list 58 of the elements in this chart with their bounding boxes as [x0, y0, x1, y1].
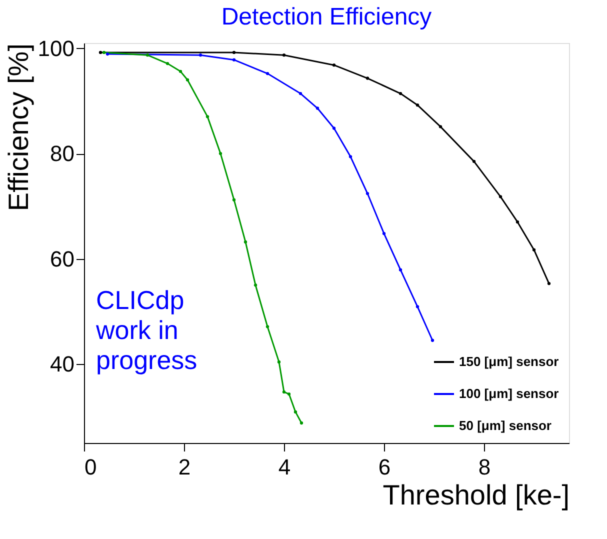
point [298, 92, 302, 96]
point [232, 50, 236, 54]
y-axis-title: Efficiency [%] [2, 44, 34, 212]
y-tick-label: 80 [50, 141, 74, 166]
point [106, 52, 110, 56]
point [166, 62, 170, 66]
point [416, 104, 420, 107]
point [198, 54, 202, 57]
point [232, 198, 236, 202]
x-axis-title: Threshold [ke-] [382, 480, 570, 510]
point [332, 64, 336, 67]
point [244, 240, 248, 244]
y-tick-label: 100 [38, 36, 74, 61]
point [366, 76, 370, 80]
point [430, 338, 434, 342]
legend-label: 150 [μm] sensor [459, 354, 559, 369]
point [348, 155, 352, 158]
x-tick-label: 8 [478, 454, 491, 480]
point [300, 421, 304, 425]
point [366, 192, 370, 196]
point [547, 282, 551, 286]
point [146, 54, 150, 57]
point [206, 115, 210, 118]
point [232, 58, 236, 62]
point [316, 106, 320, 110]
point [266, 72, 270, 76]
point [472, 160, 476, 163]
point [294, 410, 298, 414]
x-tick-label: 6 [378, 454, 391, 480]
legend-label: 100 [μm] sensor [459, 386, 559, 401]
y-tick-label: 40 [50, 352, 74, 377]
point [178, 70, 182, 73]
annotation: CLICdp work in progress [95, 285, 198, 375]
point [254, 284, 258, 287]
point [398, 268, 402, 272]
point [287, 392, 291, 396]
point [532, 248, 536, 252]
point [398, 92, 402, 96]
point [416, 305, 420, 308]
point [282, 390, 286, 394]
point [332, 126, 336, 130]
point [282, 54, 286, 57]
point [98, 50, 102, 54]
point [382, 232, 386, 236]
x-tick-label: 2 [178, 454, 191, 480]
point [516, 220, 520, 224]
point [266, 325, 270, 328]
chart-title: Detection Efficiency [221, 3, 432, 30]
point [186, 78, 190, 82]
x-tick-label: 0 [84, 454, 97, 480]
x-tick-label: 4 [278, 454, 291, 480]
point [277, 360, 281, 364]
point [438, 125, 442, 128]
point [218, 152, 222, 156]
point [498, 195, 502, 198]
y-tick-label: 60 [50, 246, 74, 272]
point [102, 50, 106, 54]
legend-label: 50 [μm] sensor [459, 418, 552, 433]
